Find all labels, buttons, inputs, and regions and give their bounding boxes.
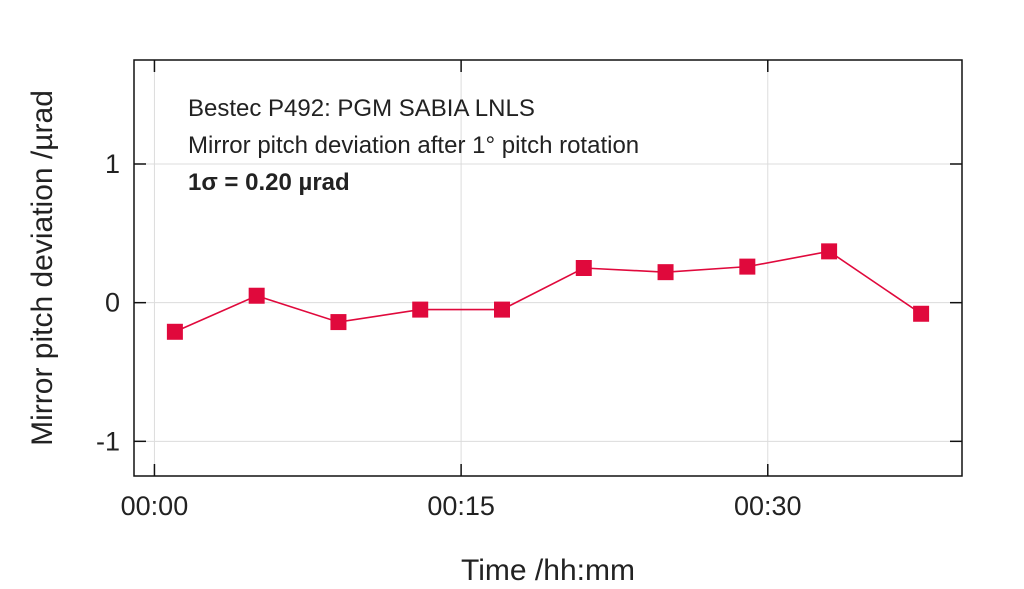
data-point: [739, 258, 756, 275]
data-point: [913, 305, 930, 322]
data-point: [494, 301, 510, 318]
y-axis-title: Mirror pitch deviation /µrad: [26, 90, 59, 446]
data-point: [166, 323, 183, 340]
y-tick-label: 1: [105, 149, 120, 179]
data-point: [575, 260, 592, 276]
x-tick-label: 00:30: [734, 491, 802, 521]
annotation-line-1: Bestec P492: PGM SABIA LNLS: [188, 95, 535, 122]
x-axis-title: Time /hh:mm: [461, 554, 635, 587]
data-point: [248, 287, 265, 304]
axis-ticks: [134, 60, 962, 476]
data-point: [821, 243, 838, 260]
annotation-line-2: Mirror pitch deviation after 1° pitch ro…: [188, 132, 639, 159]
tick-labels: -1 0 1 00:00 00:15 00:30: [96, 149, 802, 521]
x-tick-label: 00:15: [427, 491, 495, 521]
x-tick-label: 00:00: [121, 491, 189, 521]
y-tick-label: 0: [105, 288, 120, 318]
y-tick-label: -1: [96, 426, 120, 456]
data-point: [657, 264, 674, 281]
series-line: [174, 250, 922, 333]
data-point: [330, 314, 347, 331]
annotation-sigma: 1σ = 0.20 µrad: [188, 169, 350, 196]
grid-lines: [134, 60, 962, 476]
plot-frame: [133, 59, 963, 477]
series: [166, 243, 930, 340]
data-point: [412, 301, 429, 318]
